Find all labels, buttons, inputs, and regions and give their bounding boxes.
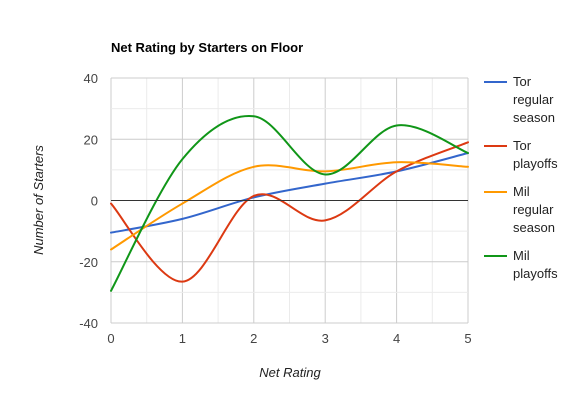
legend-label: Mil [513,184,530,199]
x-tick-label: 2 [250,331,257,346]
legend-label: playoffs [513,156,558,171]
legend-label: season [513,110,555,125]
y-tick-label: -20 [79,255,98,270]
legend-label: season [513,220,555,235]
legend-label: playoffs [513,266,558,281]
x-tick-label: 4 [393,331,400,346]
y-tick-label: 0 [91,194,98,209]
series-lines [110,115,469,292]
series-line-1 [110,152,469,234]
y-tick-label: 40 [84,71,98,86]
y-tick-label: -40 [79,316,98,331]
x-axis-title: Net Rating [259,365,321,380]
series-line-3 [110,161,469,251]
x-tick-label: 1 [179,331,186,346]
series-line-4 [110,115,469,292]
series-line-2 [110,141,469,283]
axes: 0 1 2 3 4 5 40 20 0 -20 -40 [79,71,471,346]
x-tick-label: 0 [107,331,114,346]
chart-title: Net Rating by Starters on Floor [111,40,303,55]
gridlines [110,77,469,324]
y-tick-label: 20 [84,132,98,147]
legend-label: Tor [513,74,532,89]
legend: Tor regular season Tor playoffs Mil regular sea… [484,74,558,281]
legend-label: regular [513,202,554,217]
legend-label: Tor [513,138,532,153]
x-tick-label: 3 [322,331,329,346]
legend-label: Mil [513,248,530,263]
x-tick-label: 5 [464,331,471,346]
legend-label: regular [513,92,554,107]
y-axis-title: Number of Starters [31,145,46,255]
